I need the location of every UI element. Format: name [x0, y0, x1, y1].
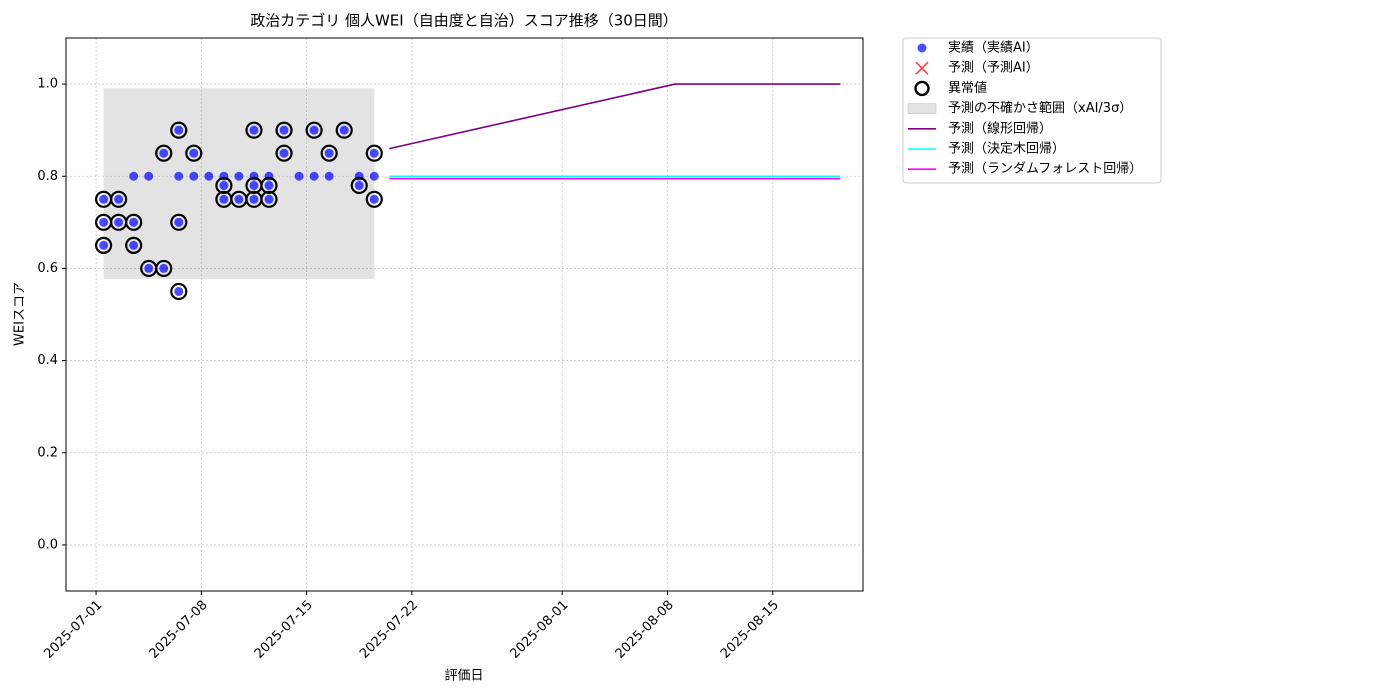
legend-label: 異常値 — [948, 80, 987, 96]
data-point — [264, 194, 274, 204]
anomaly-marker — [320, 144, 338, 162]
anomaly-marker — [155, 144, 173, 162]
anomaly-marker — [170, 213, 188, 231]
data-point — [99, 194, 109, 204]
anomaly-marker — [170, 282, 188, 301]
data-point — [114, 217, 124, 227]
anomaly-marker — [260, 190, 278, 208]
data-point — [279, 125, 289, 135]
anomaly-marker — [110, 190, 128, 208]
y-tick-label: 0.2 — [37, 445, 58, 460]
anomaly-marker — [365, 144, 383, 162]
data-point — [234, 171, 244, 181]
data-point — [99, 217, 109, 227]
data-point — [174, 217, 184, 227]
prediction-line — [389, 83, 841, 150]
data-point — [204, 171, 214, 181]
anomaly-marker — [335, 121, 353, 139]
data-point — [114, 194, 124, 204]
data-point — [189, 148, 199, 158]
data-point — [159, 148, 169, 158]
legend-label: 予測（線形回帰） — [948, 120, 1052, 136]
data-point — [144, 263, 154, 273]
y-tick-label: 0.0 — [37, 537, 58, 552]
anomaly-marker — [245, 121, 263, 139]
anomaly-marker — [185, 144, 203, 162]
data-point — [339, 125, 349, 135]
anomaly-marker — [275, 144, 293, 162]
y-tick-label: 0.4 — [37, 353, 58, 368]
y-tick-label: 0.8 — [37, 169, 58, 184]
anomaly-marker — [365, 190, 383, 208]
data-point — [324, 148, 334, 158]
anomaly-marker — [125, 213, 143, 231]
legend-marker — [915, 61, 929, 75]
data-point — [219, 194, 229, 204]
legend-label: 予測の不確かさ範囲（xAI/3σ） — [948, 100, 1132, 116]
data-point — [279, 148, 289, 158]
data-point — [129, 217, 139, 227]
data-point — [144, 171, 154, 181]
data-point — [309, 125, 319, 135]
legend-marker — [914, 80, 930, 97]
anomaly-marker — [350, 176, 368, 195]
data-point — [159, 263, 169, 273]
data-point — [99, 240, 109, 250]
data-point — [324, 171, 334, 181]
data-point — [129, 240, 139, 250]
anomaly-marker — [275, 121, 293, 139]
data-point — [234, 194, 244, 204]
legend-label: 予測（ランダムフォレスト回帰） — [948, 161, 1142, 177]
uncertainty-band — [103, 88, 375, 280]
data-point — [249, 125, 259, 135]
data-point — [129, 171, 139, 181]
data-point — [294, 171, 304, 181]
anomaly-marker — [305, 121, 323, 139]
plot-frame — [65, 37, 864, 592]
anomaly-marker — [155, 259, 173, 278]
anomaly-marker — [170, 121, 188, 139]
data-point — [249, 180, 259, 190]
legend-marker — [917, 43, 927, 53]
legend-marker — [907, 103, 937, 114]
legend-label: 実績（実績AI） — [948, 40, 1039, 56]
data-point — [354, 180, 364, 190]
x-axis-label: 評価日 — [444, 669, 483, 684]
chart-title: 政治カテゴリ 個人WEI（自由度と自治）スコア推移（30日間） — [250, 12, 678, 30]
data-point — [369, 148, 379, 158]
legend-label: 予測（予測AI） — [948, 61, 1039, 76]
data-point — [249, 194, 259, 204]
data-point — [309, 171, 319, 181]
data-point — [264, 180, 274, 190]
y-tick-label: 0.6 — [37, 261, 58, 276]
data-point — [369, 171, 379, 181]
data-point — [174, 125, 184, 135]
data-point — [219, 180, 229, 190]
data-point — [369, 194, 379, 204]
data-point — [189, 171, 199, 181]
anomaly-marker — [260, 176, 278, 195]
y-axis-label: WEIスコア — [13, 282, 28, 346]
anomaly-marker — [125, 236, 143, 254]
legend-label: 予測（決定木回帰） — [948, 141, 1065, 157]
anomaly-marker — [215, 176, 233, 195]
data-point — [174, 171, 184, 181]
data-point — [174, 286, 184, 296]
y-tick-label: 1.0 — [37, 77, 58, 92]
legend — [902, 37, 1162, 184]
anomaly-marker — [94, 236, 113, 254]
